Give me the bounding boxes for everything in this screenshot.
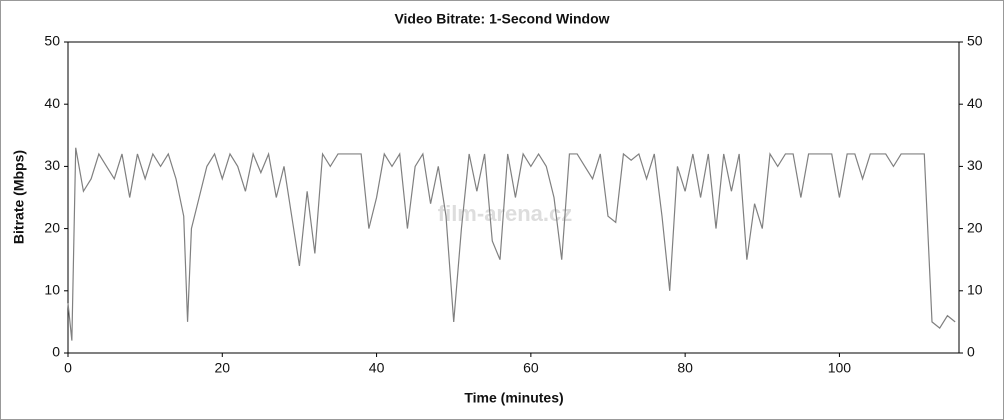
- x-tick-label: 0: [64, 360, 72, 376]
- y-axis-label: Bitrate (Mbps): [11, 150, 27, 244]
- x-axis-label: Time (minutes): [464, 390, 563, 406]
- x-tick-label: 40: [369, 360, 385, 376]
- y-tick-label: 40: [44, 95, 60, 111]
- y2-tick-label: 40: [967, 95, 983, 111]
- y2-tick-label: 50: [967, 33, 983, 49]
- y-tick-label: 20: [44, 219, 60, 235]
- y-tick-label: 30: [44, 157, 60, 173]
- plot-area: [67, 41, 960, 354]
- y-tick-label: 10: [44, 282, 60, 298]
- watermark: film-arena.cz: [438, 201, 573, 226]
- y2-tick-label: 10: [967, 282, 983, 298]
- y-tick-label: 0: [52, 344, 60, 360]
- x-tick-label: 60: [523, 360, 539, 376]
- chart-title: Video Bitrate: 1-Second Window: [394, 11, 609, 27]
- y2-tick-label: 20: [967, 219, 983, 235]
- y2-tick-label: 30: [967, 157, 983, 173]
- y2-tick-label: 0: [967, 344, 975, 360]
- x-tick-label: 20: [214, 360, 230, 376]
- x-tick-label: 100: [828, 360, 852, 376]
- x-tick-label: 80: [677, 360, 693, 376]
- y-tick-label: 50: [44, 33, 60, 49]
- line-series: [67, 147, 956, 341]
